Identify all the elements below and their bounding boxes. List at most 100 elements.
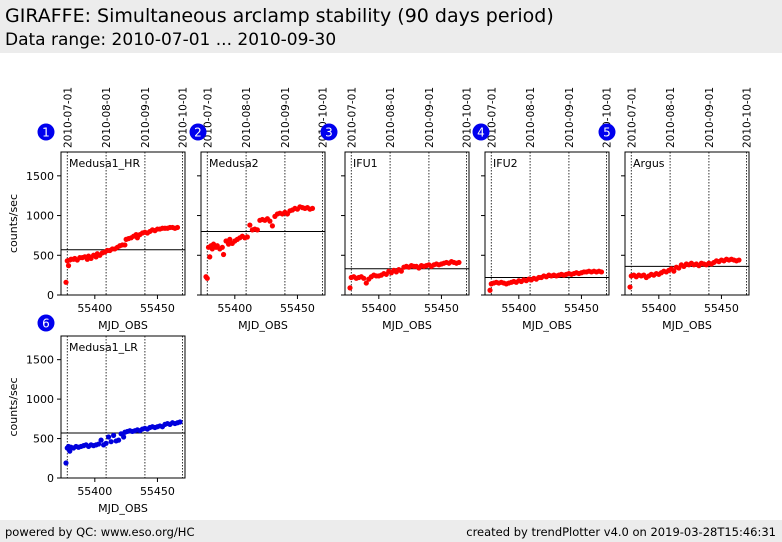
data-point <box>361 275 367 281</box>
date-marker-label: 2010-07-01 <box>626 87 638 148</box>
report-footer: powered by QC: www.eso.org/HC created by… <box>0 520 782 542</box>
date-marker-label: 2010-08-01 <box>385 87 397 148</box>
x-tick-label: 55400 <box>641 302 676 315</box>
x-tick-label: 55450 <box>424 302 459 315</box>
date-marker-label: 2010-07-01 <box>62 87 74 148</box>
report-header: GIRAFFE: Simultaneous arclamp stability … <box>0 0 782 53</box>
chart-panel-4: 2010-07-01 2010-08-01 2010-09-01 2010-10-01… <box>472 87 613 332</box>
date-marker-label: 2010-08-01 <box>525 87 537 148</box>
date-marker-label: 2010-07-01 <box>346 87 358 148</box>
data-point <box>627 284 633 290</box>
badge-number: 6 <box>42 317 50 331</box>
data-point <box>456 259 462 266</box>
panel-label: IFU1 <box>353 157 378 170</box>
x-tick-label: 55400 <box>501 302 536 315</box>
data-point <box>98 437 104 443</box>
badge-circle <box>37 123 55 141</box>
panel-label: Medusa1_LR <box>69 341 138 354</box>
badge-circle <box>320 123 338 141</box>
badge-circle <box>472 123 490 141</box>
data-point <box>598 269 605 275</box>
data-point <box>309 205 316 212</box>
data-point <box>174 224 181 231</box>
created-by-text: created by trendPlotter v4.0 on 2019-03-… <box>466 525 776 539</box>
plot-frame <box>624 151 750 296</box>
data-point <box>347 285 353 291</box>
x-tick-label: 55450 <box>564 302 599 315</box>
data-point <box>65 263 72 269</box>
x-axis-label: MJD_OBS <box>98 502 148 515</box>
data-point <box>122 242 128 248</box>
x-tick-label: 55400 <box>217 302 252 315</box>
badge-circle <box>598 123 616 141</box>
panel-number-badge: 3 <box>320 123 338 141</box>
data-point <box>207 254 213 260</box>
chart-panel-1: 2010-07-01 2010-08-01 2010-09-01 2010-10-01… <box>7 87 189 332</box>
data-point <box>116 437 122 443</box>
data-point <box>244 234 250 240</box>
y-tick-label: 1500 <box>26 170 54 183</box>
y-tick-label: 1000 <box>26 393 54 406</box>
x-axis-label: MJD_OBS <box>382 319 432 332</box>
y-tick-label: 1000 <box>26 210 54 223</box>
x-axis-label: MJD_OBS <box>662 319 712 332</box>
data-point <box>105 434 112 440</box>
panel-label: IFU2 <box>493 157 518 170</box>
y-tick-label: 500 <box>33 433 54 446</box>
date-marker-label: 2010-07-01 <box>202 87 214 148</box>
plot-frame <box>200 151 326 296</box>
data-point <box>67 448 73 454</box>
date-marker-label: 2010-09-01 <box>140 87 152 148</box>
powered-by-text: powered by QC: www.eso.org/HC <box>5 525 195 539</box>
badge-circle <box>37 314 55 332</box>
panel-number-badge: 1 <box>37 123 55 141</box>
data-range-subtitle: Data range: 2010-07-01 ... 2010-09-30 <box>5 30 337 50</box>
plot-frame <box>60 335 186 479</box>
panel-label: Medusa1_HR <box>69 157 140 170</box>
data-point <box>671 268 677 274</box>
panel-number-badge: 4 <box>472 123 490 141</box>
data-point <box>487 287 493 293</box>
panel-number-badge: 6 <box>37 314 55 332</box>
date-marker-label: 2010-09-01 <box>424 87 436 148</box>
date-marker-label: 2010-08-01 <box>241 87 253 148</box>
x-tick-label: 55400 <box>77 302 112 315</box>
badge-number: 2 <box>194 126 202 140</box>
page-title: GIRAFFE: Simultaneous arclamp stability … <box>5 5 554 27</box>
date-marker-label: 2010-08-01 <box>101 87 113 148</box>
data-point <box>95 441 102 447</box>
badge-circle <box>189 123 207 141</box>
data-point <box>227 236 233 242</box>
data-point <box>204 275 210 281</box>
plot-frame <box>344 151 470 296</box>
y-tick-label: 500 <box>33 249 54 262</box>
data-point <box>108 439 114 445</box>
data-point <box>63 279 69 285</box>
data-point <box>103 440 109 446</box>
date-marker-label: 2010-10-01 <box>461 87 473 148</box>
x-tick-label: 55450 <box>704 302 739 315</box>
date-marker-label: 2010-09-01 <box>280 87 292 148</box>
chart-panel-5: 2010-07-01 2010-08-01 2010-09-01 2010-10-01… <box>598 87 753 332</box>
data-point <box>254 227 260 233</box>
badge-number: 4 <box>477 126 485 140</box>
chart-panel-2: 2010-07-01 2010-08-01 2010-09-01 2010-10-01… <box>189 87 329 332</box>
date-marker-label: 2010-09-01 <box>704 87 716 148</box>
x-tick-label: 55450 <box>280 302 315 315</box>
badge-number: 3 <box>325 126 333 140</box>
x-tick-label: 55450 <box>140 485 175 498</box>
badge-number: 5 <box>603 126 611 140</box>
data-point <box>267 218 273 224</box>
data-point <box>121 434 127 440</box>
x-axis-label: MJD_OBS <box>98 319 148 332</box>
panel-number-badge: 2 <box>189 123 207 141</box>
data-point <box>363 280 369 286</box>
panel-label: Medusa2 <box>209 157 259 170</box>
data-point <box>111 432 117 438</box>
y-tick-label: 0 <box>47 289 54 302</box>
plot-frame <box>60 151 186 296</box>
y-axis-label: counts/sec <box>7 194 20 253</box>
y-axis-label: counts/sec <box>7 377 20 436</box>
x-tick-label: 55400 <box>77 485 112 498</box>
